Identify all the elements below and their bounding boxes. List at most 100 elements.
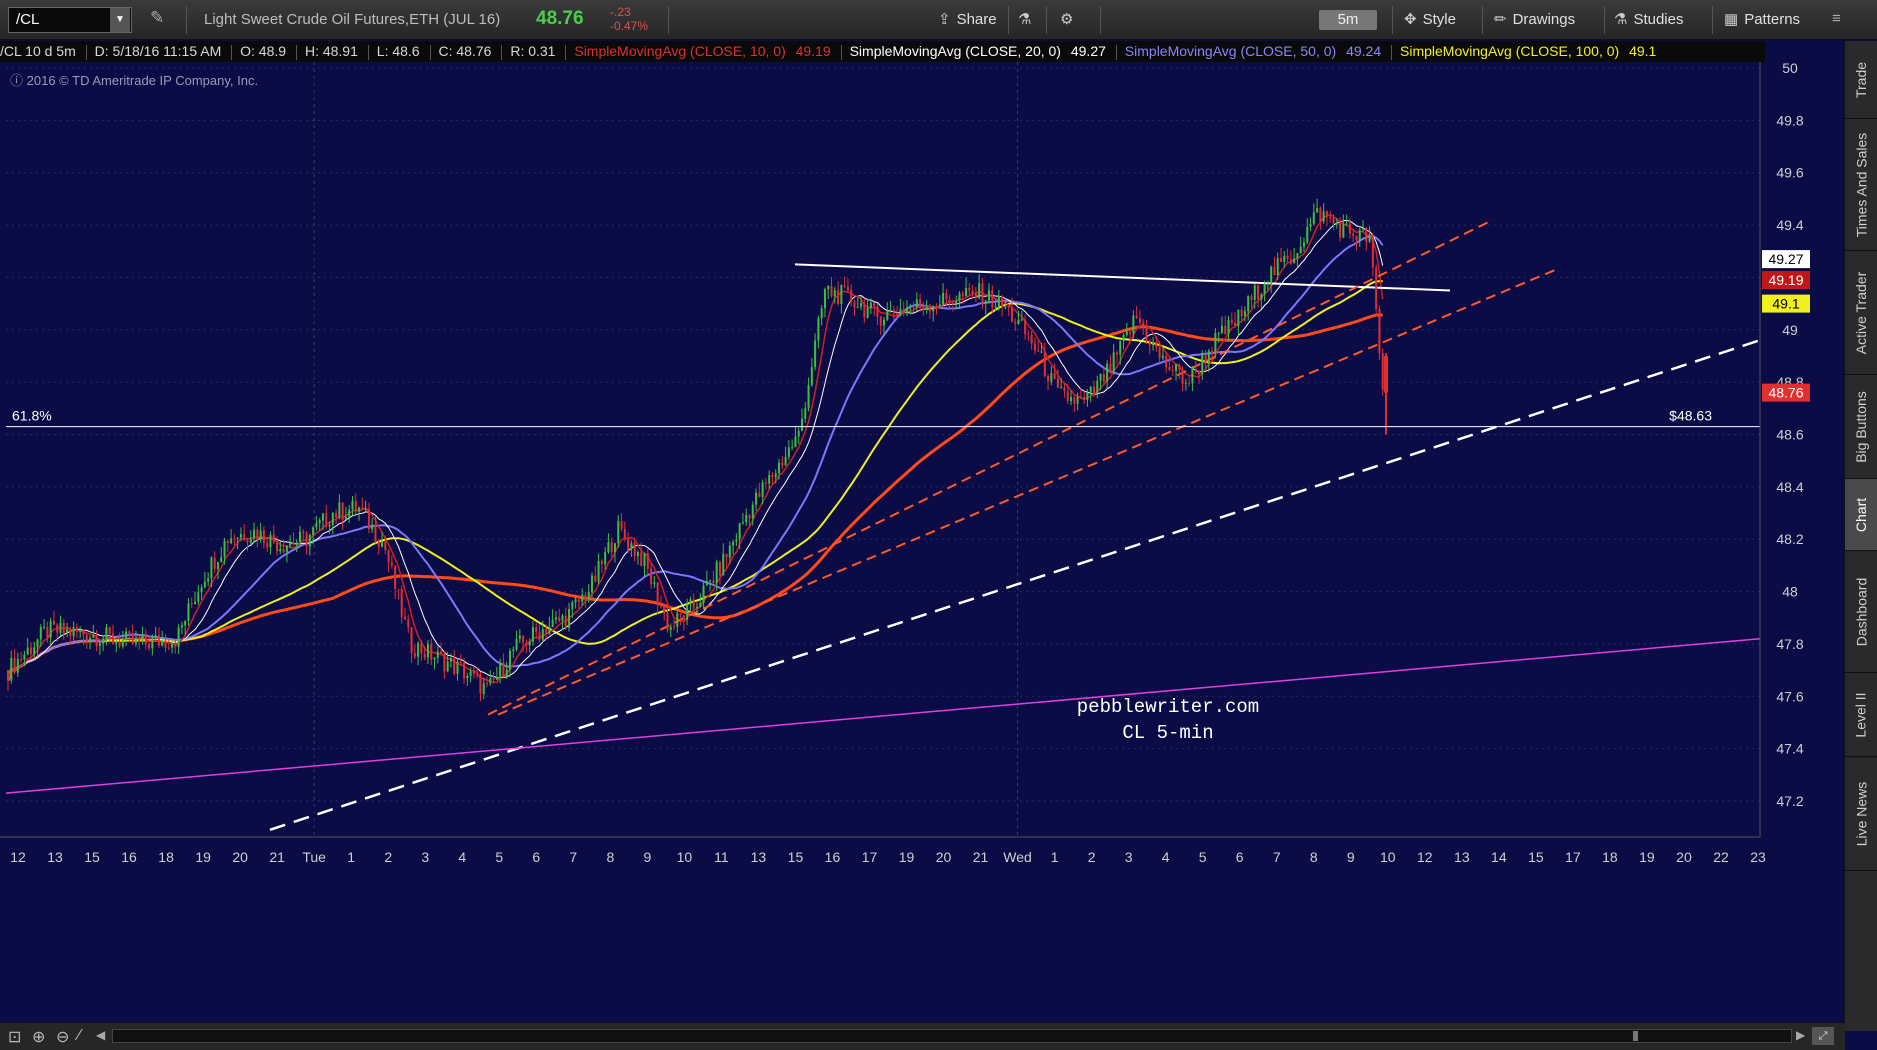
candle-body xyxy=(1030,334,1033,344)
flask-button[interactable]: ⚗ xyxy=(1018,10,1037,28)
candle-body xyxy=(1237,309,1240,326)
time-axis[interactable]: 12 13 15 16 18 19 20 21 Tue 1 2 3 4 5 6 7 8 9 10 11 13 15 16 17… xyxy=(0,836,1766,1022)
candle-body xyxy=(1253,285,1256,300)
candle-body xyxy=(13,657,16,673)
x-tick-label: Wed xyxy=(1003,849,1032,865)
candle-body xyxy=(89,637,92,642)
candle-body xyxy=(351,500,354,510)
price-axis[interactable]: 47.247.447.647.84848.248.448.648.84949.2… xyxy=(1759,62,1845,837)
candle-body xyxy=(1017,319,1020,324)
candle-body xyxy=(276,542,279,552)
sma20-label[interactable]: SimpleMovingAvg (CLOSE, 20, 0) xyxy=(849,43,1061,59)
zoom-out-icon[interactable]: ⊖ xyxy=(56,1029,70,1046)
candle-body xyxy=(584,594,587,601)
tab-label: Live News xyxy=(1853,781,1869,846)
resistance-line xyxy=(794,263,1451,292)
candle-body xyxy=(554,617,557,620)
candle-body xyxy=(696,606,698,608)
candle-body xyxy=(1099,374,1102,381)
tab-big-buttons[interactable]: Big Buttons xyxy=(1845,375,1877,479)
candle-body xyxy=(994,306,997,308)
divider xyxy=(186,6,187,34)
draw-tool-icon[interactable]: ⁄ xyxy=(78,1027,81,1044)
expand-icon[interactable]: ⤢ xyxy=(1812,1027,1834,1045)
zoom-fit-icon[interactable]: ⊡ xyxy=(8,1029,22,1046)
candle-body xyxy=(948,299,951,303)
x-tick-label: 12 xyxy=(10,849,26,865)
x-tick-label: 14 xyxy=(1491,849,1507,865)
settings-button[interactable]: ⚙ xyxy=(1060,10,1079,28)
tab-times-and-sales[interactable]: Times And Sales xyxy=(1845,119,1877,251)
divider xyxy=(1712,6,1713,34)
candle-body xyxy=(902,308,905,314)
crosshair-icon[interactable]: ✕ xyxy=(1764,62,1777,64)
scroll-left-icon[interactable]: ◀ xyxy=(96,1028,106,1042)
candle-body xyxy=(171,643,174,648)
candle-body xyxy=(207,578,210,582)
candle-body xyxy=(200,587,203,593)
candle-body xyxy=(1053,372,1056,379)
candle-body xyxy=(594,575,597,582)
candle-body xyxy=(1132,315,1135,334)
tab-dashboard[interactable]: Dashboard xyxy=(1845,551,1877,673)
tab-live-news[interactable]: Live News xyxy=(1845,757,1877,871)
link-icon[interactable]: ✎ xyxy=(150,8,165,27)
tab-level-ii[interactable]: Level II xyxy=(1845,673,1877,757)
watermark: pebblewriter.com CL 5-min xyxy=(1077,696,1259,744)
horizontal-scrollbar[interactable] xyxy=(112,1029,1792,1043)
sma50-label[interactable]: SimpleMovingAvg (CLOSE, 50, 0) xyxy=(1124,43,1337,59)
candle-body xyxy=(630,543,633,550)
sma100-label[interactable]: SimpleMovingAvg (CLOSE, 100, 0) xyxy=(1400,43,1620,59)
candle-body xyxy=(518,635,521,640)
candle-body xyxy=(151,637,154,649)
candle-body xyxy=(26,647,29,655)
x-tick-label: 8 xyxy=(606,849,614,865)
candle-body xyxy=(443,653,446,672)
watermark-line-2: CL 5-min xyxy=(1122,722,1213,744)
price-chart[interactable]: 61.8% $48.63 47.247.447.647.84848.248.44… xyxy=(0,62,1845,1022)
divider xyxy=(668,6,669,34)
candle-body xyxy=(1014,321,1017,324)
candle-body xyxy=(623,528,626,539)
candle-body xyxy=(997,295,1000,307)
candle-body xyxy=(256,529,259,541)
menu-button[interactable]: ≡ xyxy=(1832,10,1841,27)
candle-body xyxy=(1001,295,1004,308)
tab-label: Trade xyxy=(1853,61,1869,98)
sma50-line xyxy=(7,235,1384,681)
candle-body xyxy=(161,640,164,646)
timeframe-button[interactable]: 5m xyxy=(1319,10,1377,30)
patterns-button[interactable]: ▦ Patterns xyxy=(1724,10,1800,28)
x-tick-label: 16 xyxy=(121,849,137,865)
drawings-button[interactable]: ✏ Drawings xyxy=(1494,10,1575,28)
sma10-value: 49.19 xyxy=(795,43,831,59)
scroll-right-icon[interactable]: ▶ xyxy=(1796,1028,1806,1042)
sma10-label[interactable]: SimpleMovingAvg (CLOSE, 10, 0) xyxy=(574,43,786,59)
candle-body xyxy=(394,565,397,589)
share-button[interactable]: ⇪ Share xyxy=(938,10,997,28)
y-tick-label: 49.8 xyxy=(1776,112,1803,128)
gear-icon: ⚙ xyxy=(1060,11,1074,28)
style-button[interactable]: ✥ Style xyxy=(1404,10,1456,28)
candle-body xyxy=(1230,320,1233,323)
scroll-thumb[interactable] xyxy=(1633,1031,1638,1041)
share-icon: ⇪ xyxy=(938,11,951,28)
candle-body xyxy=(643,552,646,566)
candle-body xyxy=(1145,327,1148,341)
candle-body xyxy=(1138,318,1141,323)
tab-trade[interactable]: Trade xyxy=(1845,41,1877,119)
candle-body xyxy=(1220,325,1223,333)
candle-body xyxy=(1358,229,1361,241)
tab-active-trader[interactable]: Active Trader xyxy=(1845,251,1877,375)
studies-button[interactable]: ⚗ Studies xyxy=(1614,10,1684,28)
candle-body xyxy=(236,537,239,540)
chevron-down-icon[interactable]: ▼ xyxy=(110,8,130,32)
x-tick-label: 15 xyxy=(1528,849,1544,865)
candle-body xyxy=(840,285,843,305)
candle-body xyxy=(650,568,653,585)
candle-body xyxy=(456,661,459,674)
zoom-in-icon[interactable]: ⊕ xyxy=(32,1029,46,1046)
candle-body xyxy=(1309,223,1312,228)
tab-chart[interactable]: Chart xyxy=(1845,479,1877,551)
candle-body xyxy=(797,430,800,437)
